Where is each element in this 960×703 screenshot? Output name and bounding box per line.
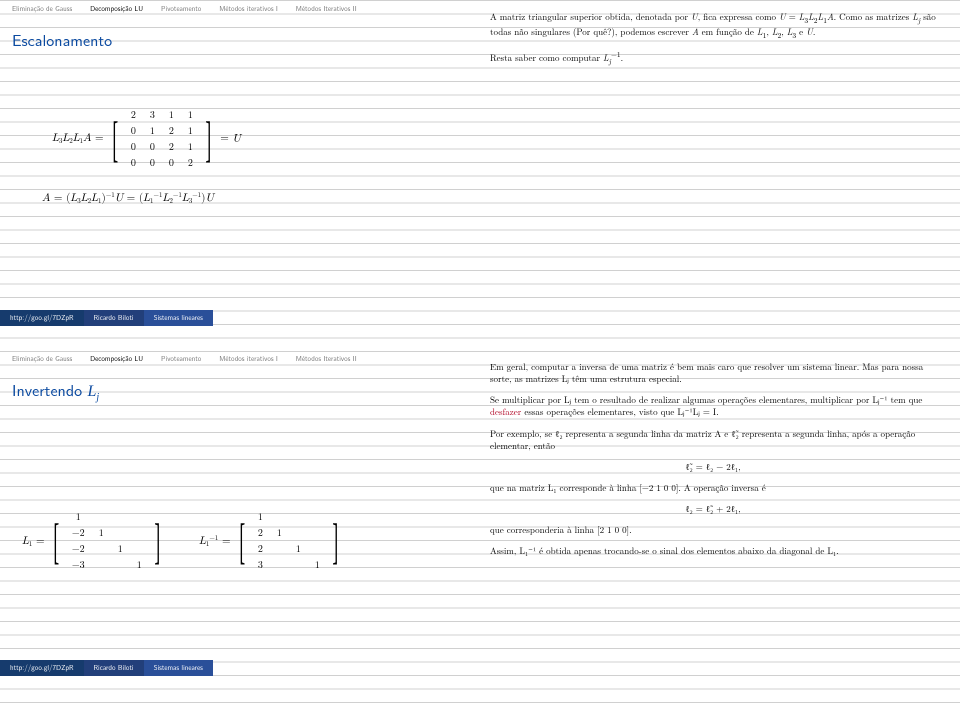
tab-gauss[interactable]: Eliminação de Gauss bbox=[12, 4, 72, 14]
note-p2: Resta saber como computar Lj−1. bbox=[490, 50, 936, 67]
link-desfazer[interactable]: desfazer bbox=[490, 405, 521, 418]
page: Eliminação de Gauss Decomposição LU Pivo… bbox=[0, 0, 960, 703]
note-p1: A matriz triangular superior obtida, den… bbox=[490, 11, 936, 41]
tab-lu[interactable]: Decomposição LU bbox=[90, 354, 143, 364]
note-b1: Em geral, computar a inversa de uma matr… bbox=[490, 361, 936, 385]
nav-tabs: Eliminação de Gauss Decomposição LU Pivo… bbox=[12, 350, 458, 364]
slide-title: Escalonamento bbox=[12, 14, 458, 57]
tab-pivot[interactable]: Pivoteamento bbox=[161, 354, 201, 364]
tab-iter2[interactable]: Métodos Iterativos II bbox=[296, 354, 357, 364]
note-b6: Assim, L₁⁻¹ é obtida apenas trocando-se … bbox=[490, 545, 936, 557]
tab-pivot[interactable]: Pivoteamento bbox=[161, 4, 201, 14]
tab-gauss[interactable]: Eliminação de Gauss bbox=[12, 354, 72, 364]
note-b5: que corresponderia à linha [2 1 0 0]. bbox=[490, 524, 936, 536]
slide-footer: http://goo.gl/7DZpR Ricardo Biloti Siste… bbox=[0, 660, 470, 676]
footer-url[interactable]: http://goo.gl/7DZpR bbox=[0, 310, 84, 326]
matrix-u: 2311 0121 0021 0002 bbox=[124, 107, 200, 171]
equation-inverse: A = (L3L2L1)−1U = (L1−1L2−1L3−1)U bbox=[42, 191, 458, 207]
tab-iter1[interactable]: Métodos iterativos I bbox=[219, 4, 278, 14]
equation-l1: L1 = [ 1 −21 −21 −31 ] L1−1 = [ 1 21 21 … bbox=[22, 509, 458, 573]
matrix-l1-inv: 1 21 21 31 bbox=[251, 509, 327, 573]
footer-url[interactable]: http://goo.gl/7DZpR bbox=[0, 660, 84, 676]
matrix-l1: 1 −21 −21 −31 bbox=[65, 509, 149, 573]
footer-course: Sistemas lineares bbox=[144, 660, 213, 676]
footer-course: Sistemas lineares bbox=[144, 310, 213, 326]
equation-op2: ℓ₂ = ℓ̃₂ + 2ℓ₁, bbox=[490, 503, 936, 515]
note-b4: que na matriz L₁ corresponde à linha [−2… bbox=[490, 482, 936, 494]
tab-iter1[interactable]: Métodos iterativos I bbox=[219, 354, 278, 364]
tab-iter2[interactable]: Métodos Iterativos II bbox=[296, 4, 357, 14]
note-b3: Por exemplo, se ℓ₂ representa a segunda … bbox=[490, 428, 936, 452]
slide-escalonamento: Eliminação de Gauss Decomposição LU Pivo… bbox=[0, 0, 470, 330]
footer-author: Ricardo Biloti bbox=[84, 310, 144, 326]
tab-lu[interactable]: Decomposição LU bbox=[90, 4, 143, 14]
footer-author: Ricardo Biloti bbox=[84, 660, 144, 676]
note-b2: Se multiplicar por Lⱼ tem o resultado de… bbox=[490, 394, 936, 418]
notes-top: A matriz triangular superior obtida, den… bbox=[478, 0, 948, 330]
equation-matrix: L3L2L1A = [ 2311 0121 0021 0002 ] = U bbox=[52, 107, 458, 171]
notes-bottom: Em geral, computar a inversa de uma matr… bbox=[478, 350, 948, 680]
slide-title: Invertendo Lj bbox=[12, 364, 458, 409]
nav-tabs: Eliminação de Gauss Decomposição LU Pivo… bbox=[12, 0, 458, 14]
slide-footer: http://goo.gl/7DZpR Ricardo Biloti Siste… bbox=[0, 310, 470, 326]
slide-invertendo: Eliminação de Gauss Decomposição LU Pivo… bbox=[0, 350, 470, 680]
equation-op1: ℓ̃₂ = ℓ₂ − 2ℓ₁, bbox=[490, 461, 936, 473]
